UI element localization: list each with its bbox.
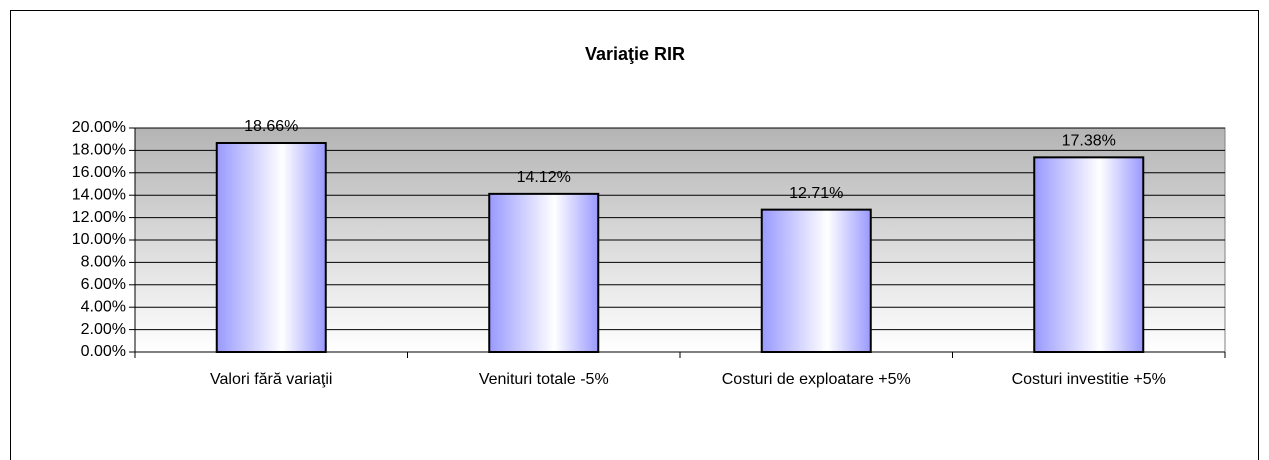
- y-tick-label: 6.00%: [81, 276, 126, 293]
- bar: [1033, 156, 1145, 353]
- data-label: 17.38%: [1062, 133, 1116, 150]
- y-tick-label: 10.00%: [72, 231, 126, 248]
- bar: [215, 142, 327, 353]
- y-tick-label: 2.00%: [81, 321, 126, 338]
- y-tick-label: 18.00%: [72, 142, 126, 159]
- x-tick-label: Venituri totale -5%: [479, 371, 609, 388]
- data-label: 18.66%: [244, 118, 298, 135]
- y-tick-label: 0.00%: [81, 343, 126, 360]
- data-label: 12.71%: [789, 185, 843, 202]
- y-tick-label: 16.00%: [72, 164, 126, 181]
- y-tick-label: 12.00%: [72, 209, 126, 226]
- chart-title: Variaţie RIR: [585, 44, 685, 64]
- y-tick-label: 14.00%: [72, 186, 126, 203]
- y-tick-label: 20.00%: [72, 119, 126, 136]
- y-tick-label: 8.00%: [81, 254, 126, 271]
- x-tick-label: Valori fără variaţii: [210, 371, 332, 388]
- bar: [760, 208, 872, 353]
- x-tick-label: Costuri investitie +5%: [1012, 371, 1166, 388]
- bar: [488, 192, 600, 353]
- y-tick-label: 4.00%: [81, 298, 126, 315]
- x-tick-label: Costuri de exploatare +5%: [722, 371, 911, 388]
- data-label: 14.12%: [517, 169, 571, 186]
